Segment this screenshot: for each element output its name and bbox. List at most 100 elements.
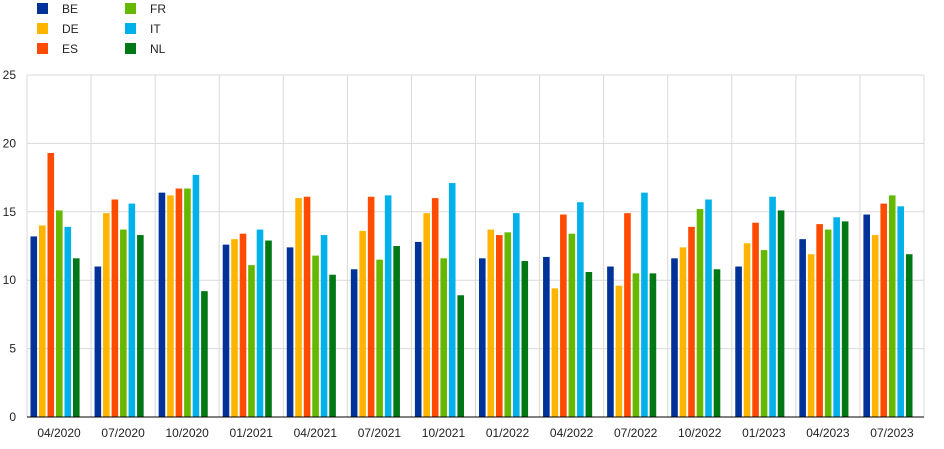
bar-it [384,195,392,417]
bar-fr [696,209,704,417]
legend-label-be: BE [62,2,78,16]
legend-label-de: DE [62,22,79,36]
bar-nl [457,295,465,417]
bar-nl [265,240,272,417]
bar-es [175,188,183,417]
bar-nl [649,273,657,417]
bar-de [615,285,623,417]
bar-be [286,247,294,417]
bar-be [222,244,230,417]
bar-it [577,202,584,417]
bar-fr [248,265,255,417]
x-tick-label: 07/2020 [101,426,145,440]
x-tick-label: 10/2020 [165,426,209,440]
bar-de [38,225,46,417]
bar-it [512,213,520,417]
bar-be [607,266,614,417]
bar-fr [824,229,832,417]
y-tick-label: 10 [3,273,17,287]
bar-be [478,258,486,417]
x-tick-label: 04/2020 [37,426,81,440]
y-tick-label: 25 [3,68,17,82]
bar-de [103,213,110,417]
bar-es [303,196,311,417]
bar-fr [568,233,576,417]
bar-it [897,206,905,417]
bar-es [431,198,439,417]
y-tick-label: 15 [3,205,17,219]
legend-swatch-de [37,23,48,34]
x-tick-label: 07/2022 [614,426,658,440]
bar-nl [841,221,849,417]
bar-es [367,196,375,417]
legend-swatch-be [37,3,48,14]
bar-de [423,213,431,417]
bar-de [359,230,366,417]
bar-es [816,224,823,417]
bar-be [158,192,166,417]
bar-nl [585,271,593,417]
bar-nl [777,210,785,417]
axes: 0 5 10 15 20 25 04/2020 07/2020 10/2020 01/2021 04… [3,68,924,440]
x-tick-label: 04/2021 [294,426,338,440]
bar-nl [521,261,529,417]
bar-it [192,174,200,417]
bar-nl [393,246,400,417]
bar-de [679,247,687,417]
bar-fr [55,210,63,417]
bar-es [752,222,759,417]
x-tick-label: 10/2022 [678,426,722,440]
legend-swatch-fr [125,3,136,14]
bar-be [350,269,358,417]
x-tick-label: 01/2023 [742,426,786,440]
x-tick-label: 01/2021 [230,426,274,440]
x-tick-label: 04/2022 [550,426,594,440]
bar-fr [312,255,319,417]
bar-fr [504,232,512,417]
bar-es [624,213,631,417]
bar-nl [72,258,80,417]
legend: BE DE ES FR IT NL [37,2,166,56]
bar-es [111,199,119,417]
bars [30,152,913,418]
bar-fr [376,259,383,417]
bar-nl [201,291,208,417]
legend-label-it: IT [150,22,161,36]
bar-be [414,241,422,417]
bar-fr [184,188,191,417]
bar-fr [888,195,896,417]
bar-de [807,254,815,417]
bar-fr [760,250,768,417]
bar-de [743,243,751,417]
bar-it [833,217,840,417]
bar-it [256,229,264,417]
x-tick-label: 07/2023 [870,426,914,440]
bar-be [735,266,742,417]
bar-it [64,226,72,417]
bar-be [863,214,871,417]
bar-de [167,195,174,417]
bar-fr [632,273,640,417]
bar-de [871,235,879,417]
bar-be [543,256,550,417]
bar-nl [137,235,144,417]
bar-be [30,236,38,417]
bar-it [641,192,648,417]
bar-it [320,235,328,417]
bar-it [448,183,456,417]
bar-it [128,203,136,417]
bar-de [551,288,559,417]
bar-es [47,152,55,418]
bar-nl [329,274,336,417]
legend-label-fr: FR [150,2,166,16]
x-tick-label: 07/2021 [358,426,402,440]
bar-de [231,239,238,417]
bar-nl [713,269,721,417]
legend-swatch-es [37,43,48,54]
legend-swatch-nl [125,43,136,54]
legend-label-es: ES [62,42,78,56]
bar-es [239,233,247,417]
legend-swatch-it [125,23,136,34]
